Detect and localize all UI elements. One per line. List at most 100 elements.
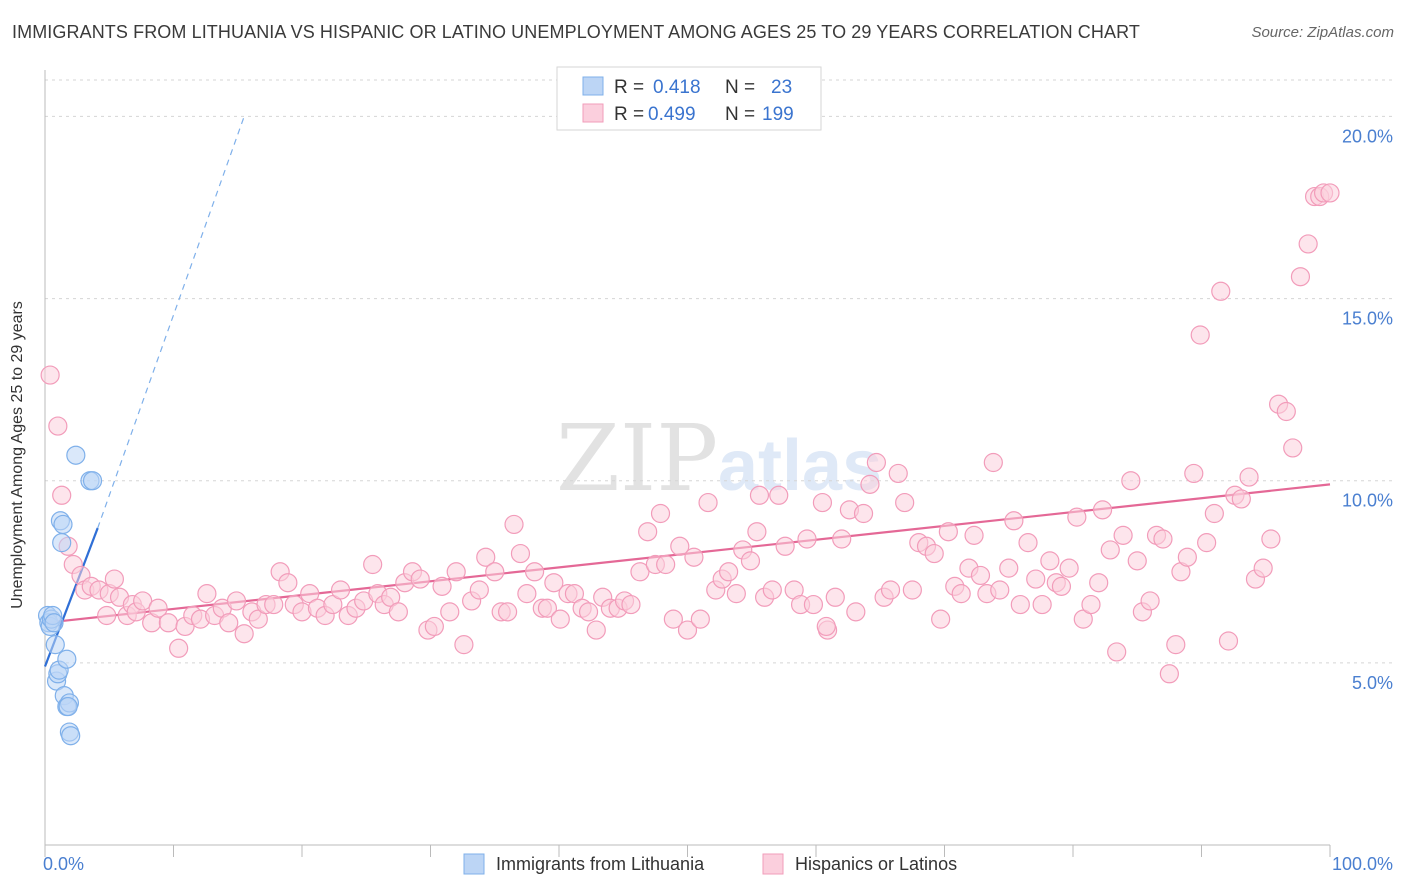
legend-r-label: R =	[614, 77, 644, 98]
hispanic-point	[621, 594, 641, 615]
hispanic-point	[888, 463, 908, 484]
watermark-zip: ZIP	[556, 405, 718, 512]
hispanic-point	[1177, 547, 1197, 567]
hispanic-point	[650, 503, 671, 524]
hispanic-point	[638, 522, 658, 542]
legend-n-value: 199	[762, 104, 794, 125]
hispanic-point	[264, 594, 284, 615]
hispanic-point	[517, 584, 537, 604]
hispanic-point	[586, 620, 606, 640]
hispanic-point	[1127, 551, 1147, 571]
hispanic-point	[1026, 569, 1046, 589]
lithuania-point	[66, 445, 86, 465]
hispanic-point	[1059, 558, 1079, 578]
hispanic-point	[924, 543, 944, 564]
hispanic-point	[1010, 594, 1030, 615]
legend-swatch-blue	[582, 76, 604, 96]
legend-swatch-pink	[582, 103, 604, 123]
hispanic-point	[524, 562, 545, 582]
hispanic-point	[432, 576, 452, 596]
hispanic-point	[498, 602, 518, 622]
hispanic-point	[1218, 631, 1239, 651]
hispanic-point	[880, 580, 901, 600]
hispanic-point	[1100, 540, 1120, 560]
hispanic-point	[1067, 507, 1087, 527]
hispanic-point	[860, 474, 880, 494]
hispanic-point	[219, 613, 239, 633]
hispanic-point	[40, 365, 60, 385]
hispanic-point	[1320, 183, 1340, 203]
lithuania-point	[53, 514, 73, 535]
hispanic-point	[698, 492, 718, 513]
hispanic-point	[663, 609, 683, 629]
hispanic-point	[1261, 529, 1281, 549]
hispanic-point	[469, 580, 489, 600]
hispanic-point	[990, 580, 1010, 600]
legend-label-lithuania: Immigrants from Lithuania	[496, 854, 705, 874]
hispanic-point	[670, 536, 690, 556]
hispanic-point	[1040, 551, 1060, 571]
hispanic-point	[630, 562, 650, 582]
hispanic-point	[1159, 664, 1179, 684]
legend-n-label: N =	[725, 104, 755, 125]
hispanic-point	[388, 602, 408, 622]
hispanic-point	[762, 580, 782, 600]
hispanic-point	[726, 584, 746, 604]
hispanic-point	[747, 522, 767, 542]
lithuania-trend-extension	[97, 116, 245, 529]
hispanic-point	[983, 452, 1003, 473]
hispanic-point	[684, 547, 704, 567]
hispanic-point	[964, 525, 984, 545]
hispanic-point	[1283, 438, 1303, 458]
hispanic-point	[902, 580, 922, 600]
hispanic-point	[454, 635, 474, 655]
hispanic-point	[1239, 467, 1259, 487]
hispanic-point	[504, 514, 524, 535]
hispanic-point	[1184, 463, 1204, 484]
hispanic-point	[1081, 594, 1101, 615]
y-tick-label: 10.0%	[1342, 491, 1393, 511]
hispanic-point	[816, 616, 836, 637]
hispanic-point	[544, 573, 564, 593]
legend-swatch-lithuania	[463, 853, 485, 875]
hispanic-point	[1204, 503, 1224, 524]
hispanic-point	[866, 452, 886, 473]
hispanic-point	[550, 609, 570, 629]
stats-legend: R = 0.418 N = 23 R = 0.499 N = 199	[556, 66, 822, 131]
hispanic-point	[1107, 642, 1127, 662]
hispanic-point	[951, 584, 971, 604]
lithuania-point	[61, 726, 81, 746]
hispanic-point	[749, 485, 770, 505]
legend-n-value: 23	[771, 77, 792, 98]
hispanic-point	[846, 602, 866, 622]
hispanic-point	[769, 485, 789, 505]
hispanic-point	[853, 503, 874, 524]
x-tick-label: 0.0%	[43, 854, 84, 874]
legend-r-value: 0.499	[648, 104, 696, 125]
hispanic-point	[410, 569, 430, 589]
hispanic-point	[537, 598, 558, 618]
y-tick-label: 5.0%	[1352, 673, 1393, 693]
x-tick-label: 100.0%	[1332, 854, 1393, 874]
hispanic-point	[1197, 533, 1217, 553]
hispanic-point	[1089, 573, 1109, 593]
hispanic-point	[1092, 500, 1113, 520]
legend-r-label: R =	[614, 104, 644, 125]
hispanic-point	[1051, 576, 1072, 596]
hispanic-point	[158, 613, 178, 633]
hispanic-point	[1290, 267, 1311, 287]
legend-label-hispanic: Hispanics or Latinos	[795, 854, 957, 874]
hispanic-point	[278, 573, 298, 593]
hispanic-point	[104, 569, 124, 589]
hispanic-point	[999, 558, 1019, 578]
hispanic-point	[970, 565, 991, 586]
legend-swatch-hispanic	[762, 853, 784, 875]
hispanic-point	[440, 602, 460, 622]
hispanic-point	[1140, 591, 1160, 611]
hispanic-point	[832, 529, 852, 549]
hispanic-point	[797, 529, 817, 549]
watermark-atlas: atlas	[718, 426, 882, 506]
hispanic-point	[424, 616, 444, 637]
hispanic-point	[578, 602, 599, 622]
